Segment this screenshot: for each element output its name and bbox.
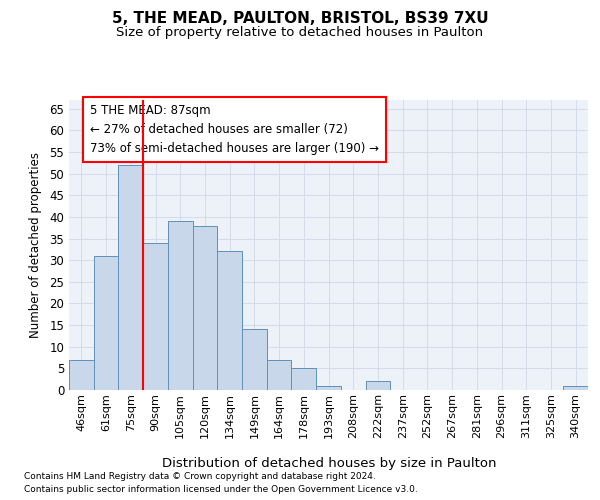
Bar xyxy=(563,386,588,390)
Bar xyxy=(193,226,217,390)
Bar xyxy=(168,221,193,390)
Y-axis label: Number of detached properties: Number of detached properties xyxy=(29,152,43,338)
Text: 5 THE MEAD: 87sqm
← 27% of detached houses are smaller (72)
73% of semi-detached: 5 THE MEAD: 87sqm ← 27% of detached hous… xyxy=(90,104,379,156)
Text: Contains HM Land Registry data © Crown copyright and database right 2024.: Contains HM Land Registry data © Crown c… xyxy=(24,472,376,481)
Bar xyxy=(143,243,168,390)
Bar xyxy=(267,360,292,390)
Bar xyxy=(217,252,242,390)
Bar xyxy=(118,165,143,390)
Bar xyxy=(292,368,316,390)
Bar xyxy=(242,330,267,390)
Bar xyxy=(365,382,390,390)
Bar xyxy=(94,256,118,390)
Bar xyxy=(316,386,341,390)
Text: Contains public sector information licensed under the Open Government Licence v3: Contains public sector information licen… xyxy=(24,485,418,494)
Text: Distribution of detached houses by size in Paulton: Distribution of detached houses by size … xyxy=(161,458,496,470)
Bar xyxy=(69,360,94,390)
Text: Size of property relative to detached houses in Paulton: Size of property relative to detached ho… xyxy=(116,26,484,39)
Text: 5, THE MEAD, PAULTON, BRISTOL, BS39 7XU: 5, THE MEAD, PAULTON, BRISTOL, BS39 7XU xyxy=(112,11,488,26)
